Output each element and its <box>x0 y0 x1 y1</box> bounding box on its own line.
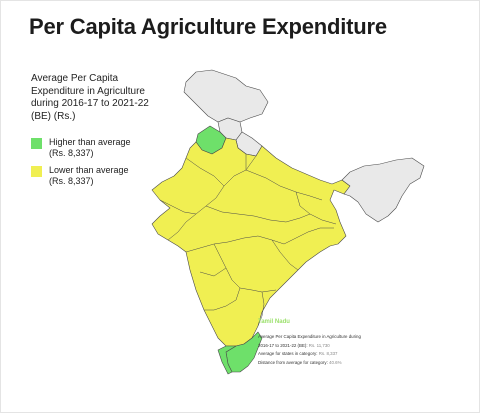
tooltip-line-2-label: 2016-17 to 2021-22 (BE): <box>258 342 308 348</box>
tooltip-line-2: 2016-17 to 2021-22 (BE): Rs. 11,730 <box>258 342 418 351</box>
legend-label-higher: Higher than average (Rs. 8,337) <box>49 137 169 159</box>
tooltip-state-name: Tamil Nadu <box>258 319 290 325</box>
tooltip-line-4: Distance from average for category: 40.6… <box>258 359 418 368</box>
legend-value-text: (Rs. 8,337) <box>49 148 94 158</box>
page-title: Per Capita Agriculture Expenditure <box>29 14 387 39</box>
tooltip-line-1: Average Per Capita Expenditure in Agricu… <box>258 334 361 339</box>
tooltip-line-2-value: Rs. 11,730 <box>308 342 330 348</box>
legend-swatch-higher <box>31 138 42 149</box>
region-kerala[interactable] <box>217 345 237 375</box>
tooltip-line-3: Average for states in category: Rs. 8,33… <box>258 350 418 359</box>
tooltip: Tamil Nadu Average Per Capita Expenditur… <box>258 319 418 368</box>
legend-label-text: Lower than average <box>49 165 129 175</box>
legend-heading: Average Per Capita Expenditure in Agricu… <box>31 73 149 122</box>
region-jammu-kashmir[interactable] <box>183 69 269 123</box>
legend-label-text: Higher than average <box>49 137 131 147</box>
tooltip-line-3-value: Rs. 8,337 <box>318 351 338 357</box>
legend-value-text: (Rs. 8,337) <box>49 176 94 186</box>
tooltip-line-4-label: Distance from average for category: <box>258 359 328 365</box>
legend-swatch-lower <box>31 166 42 177</box>
tooltip-line-4-value: 40.6% <box>329 359 342 365</box>
region-north-east[interactable] <box>341 157 425 223</box>
tooltip-line-3-label: Average for states in category: <box>258 351 318 357</box>
region-lower-states[interactable] <box>151 137 351 347</box>
legend-label-lower: Lower than average (Rs. 8,337) <box>49 165 169 187</box>
